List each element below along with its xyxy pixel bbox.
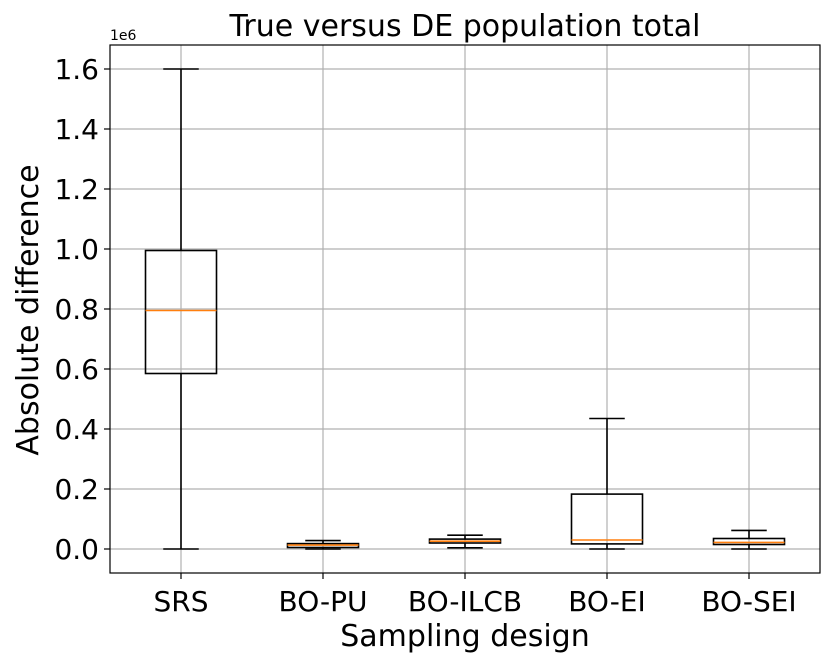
box-bo-ei xyxy=(570,417,644,550)
box-srs xyxy=(144,68,218,550)
axis-offset-label: 1e6 xyxy=(110,28,137,44)
y-tick-label: 1.2 xyxy=(54,173,99,206)
box-bo-sei xyxy=(712,529,786,550)
box-bo-pu xyxy=(286,539,360,550)
iqr-box xyxy=(570,493,644,545)
y-axis-ticks: 0.0 0.2 0.4 0.6 0.8 1.0 1.2 1.4 1.6 xyxy=(54,53,110,566)
x-tick-label: BO-ILCB xyxy=(408,585,522,618)
x-tick-label: BO-EI xyxy=(568,585,646,618)
chart-title: True versus DE population total xyxy=(229,9,701,44)
box-bo-ilcb xyxy=(428,534,502,549)
iqr-box xyxy=(712,537,786,546)
iqr-box xyxy=(144,249,218,375)
y-tick-label: 1.0 xyxy=(54,233,99,266)
x-axis-label: Sampling design xyxy=(340,619,589,654)
boxes xyxy=(144,68,786,550)
y-tick-label: 0.4 xyxy=(54,413,99,446)
x-tick-label: SRS xyxy=(153,585,208,618)
x-tick-label: BO-PU xyxy=(278,585,367,618)
y-axis-label: Absolute difference xyxy=(11,164,46,455)
x-tick-label: BO-SEI xyxy=(701,585,796,618)
y-tick-label: 1.4 xyxy=(54,113,99,146)
y-tick-label: 0.2 xyxy=(54,473,99,506)
y-tick-label: 1.6 xyxy=(54,53,99,86)
x-axis-ticks: SRS BO-PU BO-ILCB BO-EI BO-SEI xyxy=(153,573,797,618)
y-tick-label: 0.6 xyxy=(54,353,99,386)
y-tick-label: 0.0 xyxy=(54,533,99,566)
y-tick-label: 0.8 xyxy=(54,293,99,326)
